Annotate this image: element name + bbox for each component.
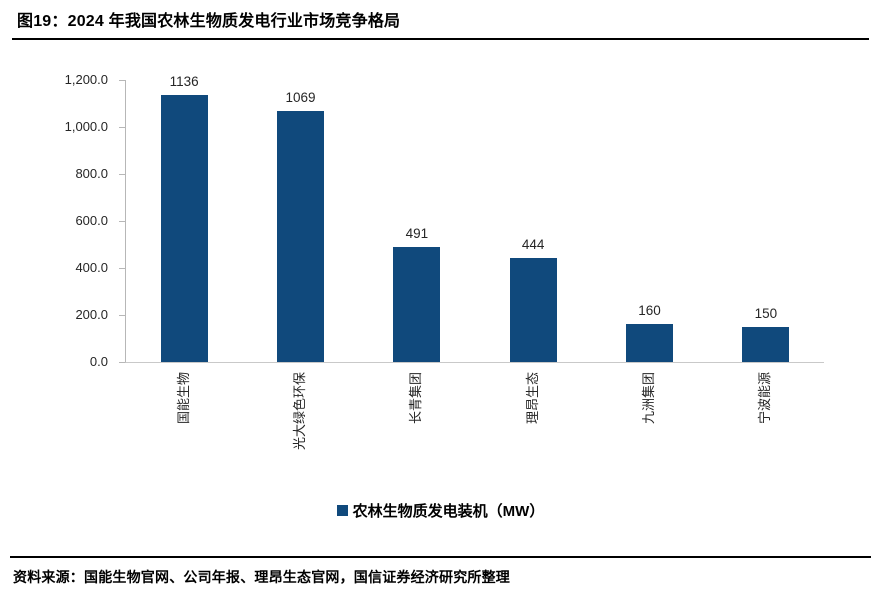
x-axis-category-label: 光大绿色环保	[292, 372, 307, 451]
figure-header: 图19：2024 年我国农林生物质发电行业市场竞争格局	[0, 0, 881, 33]
y-axis-tick-label: 0.0	[89, 354, 108, 369]
y-axis-tick-label: 1,200.0	[64, 72, 108, 87]
bar	[509, 257, 557, 362]
legend: 农林生物质发电装机（MW）	[0, 500, 881, 521]
figure-title: 图19：2024 年我国农林生物质发电行业市场竞争格局	[17, 13, 401, 30]
y-axis-tick-label: 200.0	[75, 307, 108, 322]
bar	[626, 324, 673, 362]
x-axis-category-label: 宁波能源	[757, 372, 773, 425]
y-axis-tick-mark	[119, 362, 125, 363]
bar	[742, 326, 790, 362]
y-axis-tick-label: 800.0	[75, 166, 108, 181]
y-axis-tick-label: 600.0	[75, 213, 108, 228]
y-axis-tick-mark	[119, 174, 125, 175]
bar	[393, 246, 441, 362]
bar	[160, 95, 208, 362]
y-axis-tick-mark	[119, 315, 125, 316]
bar-value-label: 491	[405, 225, 429, 241]
footer-divider	[10, 556, 871, 558]
y-axis-tick-mark	[119, 221, 125, 222]
legend-swatch	[336, 505, 348, 516]
footer: 资料来源：国能生物官网、公司年报、理昂生态官网，国信证券经济研究所整理	[0, 556, 881, 587]
bar	[277, 110, 324, 362]
title-divider	[12, 38, 869, 40]
y-axis-tick-label: 400.0	[75, 260, 108, 275]
bar-value-label: 150	[754, 305, 778, 321]
bar-value-label: 160	[638, 303, 661, 319]
bar-value-label: 1069	[285, 89, 316, 105]
bar-value-label: 1136	[169, 74, 199, 90]
y-axis-tick-mark	[119, 127, 125, 128]
x-axis-category-label: 理昂生态	[524, 372, 540, 425]
bar-chart: 1136 1069 491 444 160 150 农林生物质发电装机（MW） 0.0 20…	[0, 40, 881, 530]
x-axis-category-label: 国能生物	[175, 372, 191, 425]
y-axis-tick-mark	[119, 80, 125, 81]
y-axis-tick-mark	[119, 268, 125, 269]
bar-value-label: 444	[521, 236, 545, 252]
x-axis-category-label: 九洲集团	[641, 372, 656, 425]
source-note: 资料来源：国能生物官网、公司年报、理昂生态官网，国信证券经济研究所整理	[13, 569, 510, 585]
y-axis-tick-label: 1,000.0	[64, 119, 108, 134]
x-axis-category-label: 长青集团	[408, 372, 424, 425]
plot-area: 1136 1069 491 444 160 150	[125, 74, 824, 363]
legend-label: 农林生物质发电装机（MW）	[352, 503, 545, 520]
